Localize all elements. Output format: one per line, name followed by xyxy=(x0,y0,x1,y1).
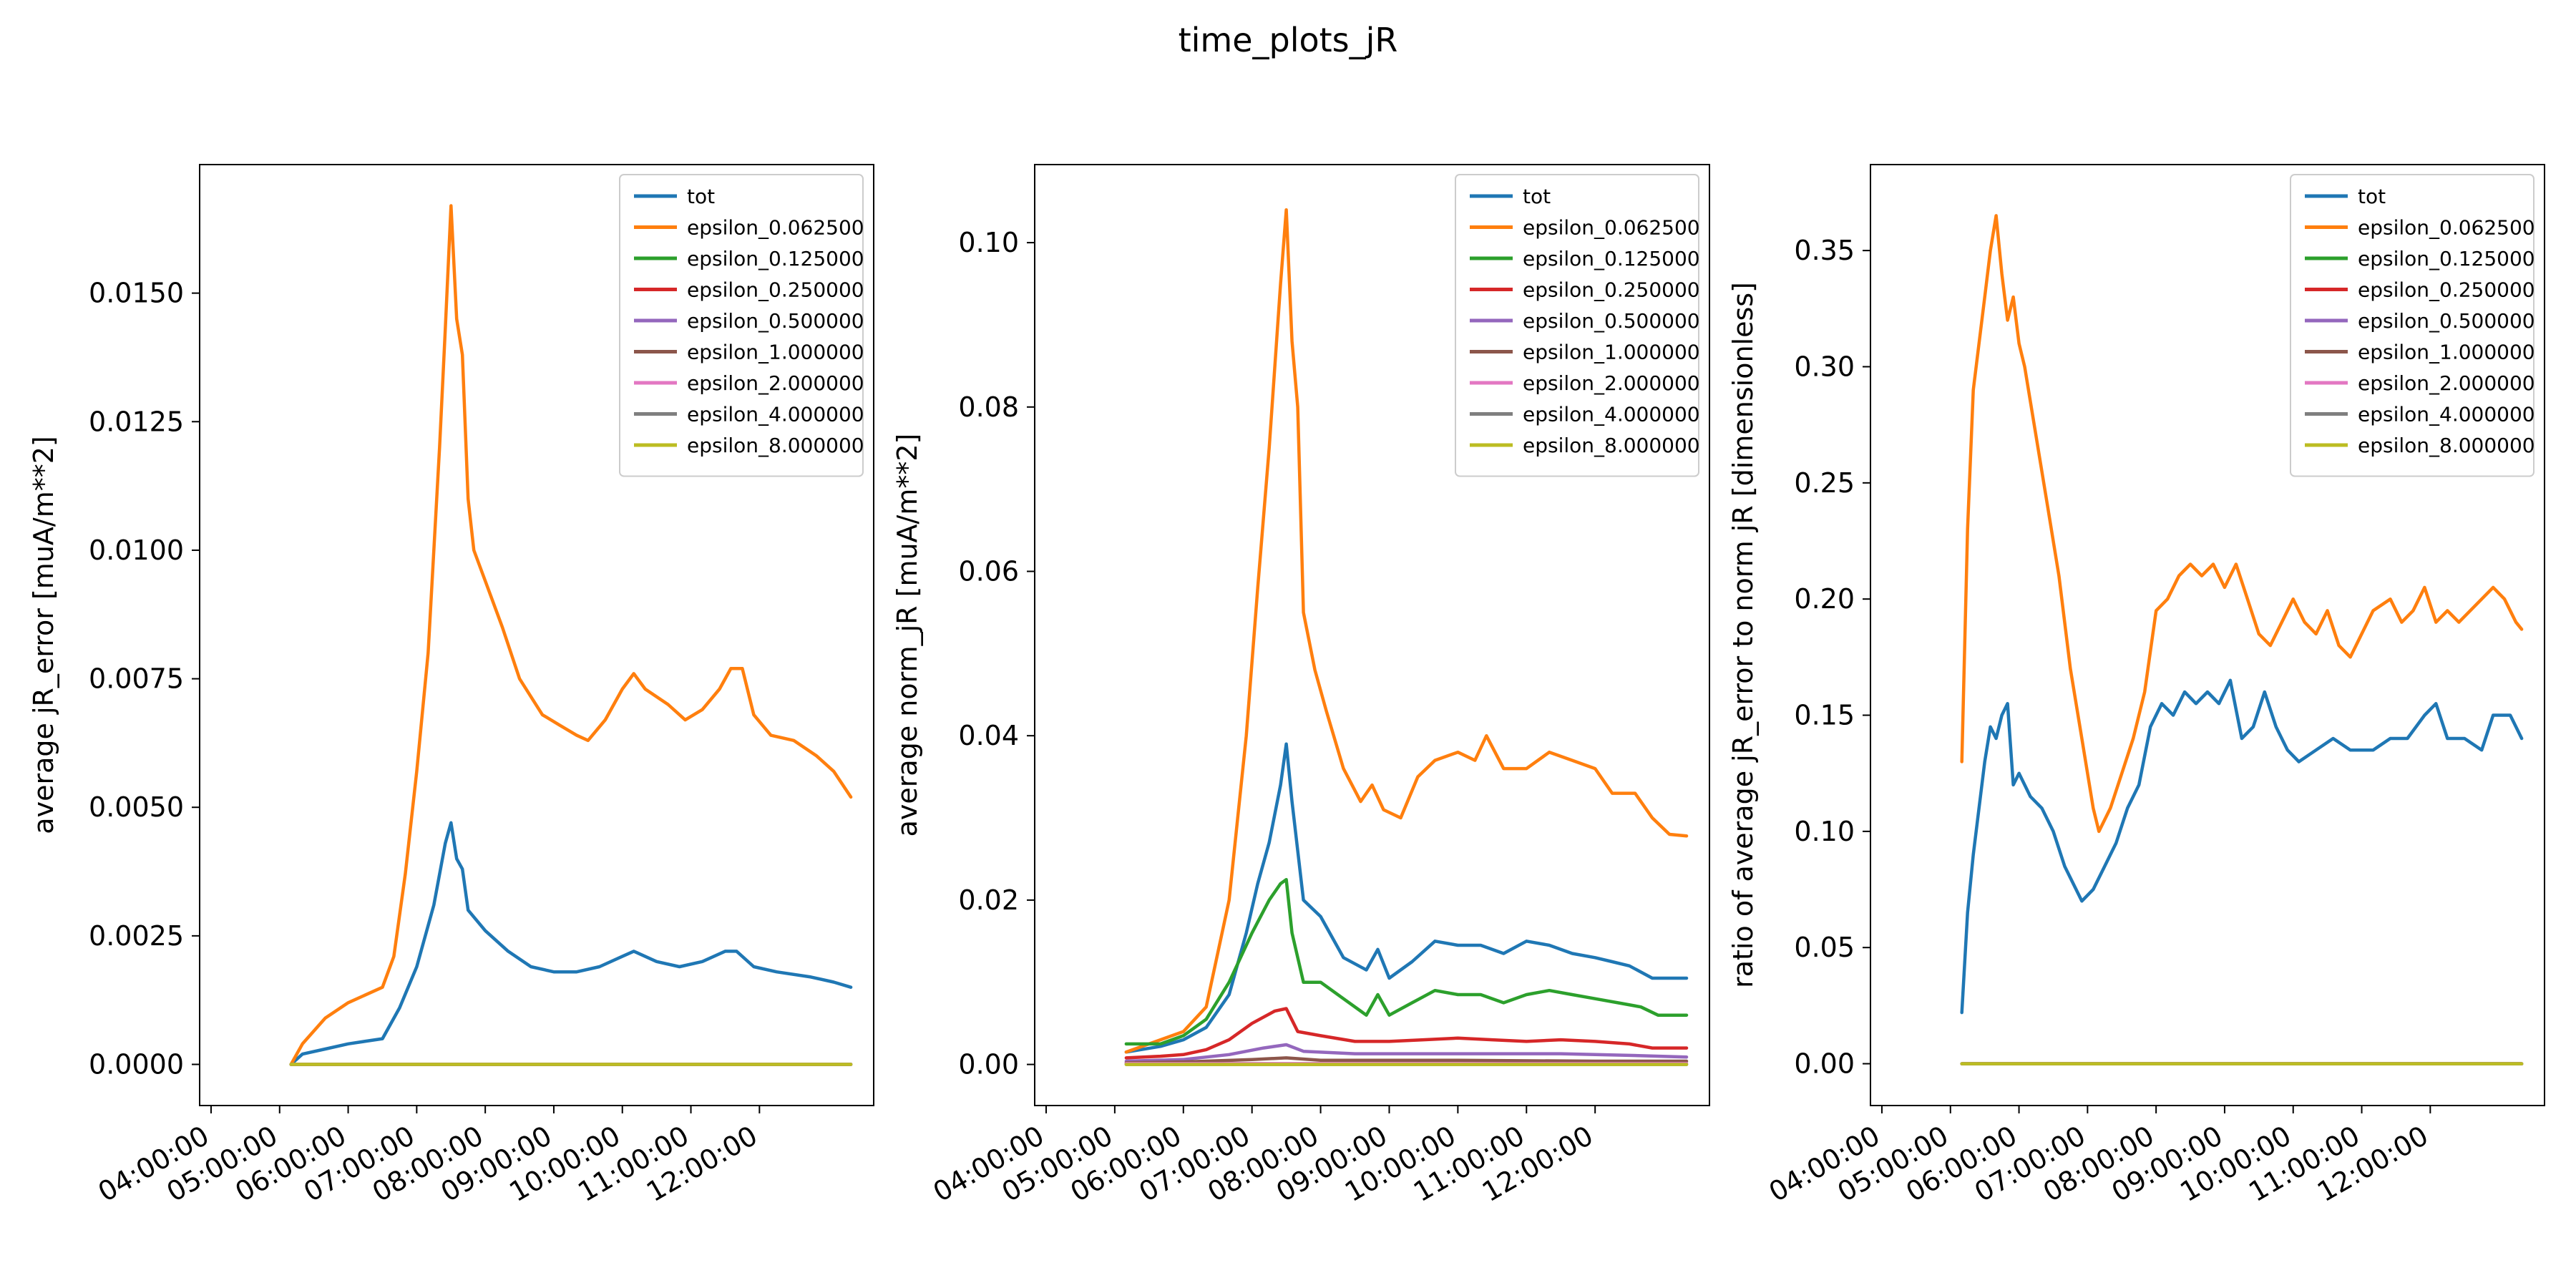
legend-label: epsilon_1.000000 xyxy=(1523,341,1700,364)
y-tick-label: 0.10 xyxy=(958,227,1019,258)
figure-title: time_plots_jR xyxy=(1179,21,1398,59)
series-line-tot xyxy=(1960,678,2524,1015)
y-tick-label: 0.0150 xyxy=(89,278,184,309)
plot-lines xyxy=(289,204,853,1066)
legend: tot epsilon_0.062500 epsilon_0.125000epsil… xyxy=(1455,174,1700,477)
legend: tot epsilon_0.062500 epsilon_0.125000epsil… xyxy=(619,174,864,477)
legend-label: epsilon_0.125000 xyxy=(687,247,864,270)
legend-label: epsilon_0.062500 xyxy=(687,216,864,240)
series-line-epsilon_0-062500 xyxy=(289,204,853,1066)
y-tick-label: 0.0100 xyxy=(89,535,184,566)
legend-label: epsilon_0.062500 xyxy=(1523,216,1700,240)
series-line-epsilon_1-000000 xyxy=(1124,1056,1689,1065)
series-line-epsilon_0-062500 xyxy=(1960,214,2524,834)
y-tick-label: 0.30 xyxy=(1794,351,1855,382)
legend-label: epsilon_0.125000 xyxy=(1523,247,1700,270)
y-tick-label: 0.25 xyxy=(1794,467,1855,499)
series-line-epsilon_0-062500 xyxy=(1124,208,1689,1054)
legend-label: epsilon_4.000000 xyxy=(1523,403,1700,426)
legend-label: tot xyxy=(2358,185,2386,208)
legend-label: epsilon_0.125000 xyxy=(2358,247,2535,270)
legend-label: epsilon_4.000000 xyxy=(2358,403,2535,426)
y-axis-label: average norm_jR [muA/m**2] xyxy=(892,434,923,837)
axes-frame xyxy=(1870,164,2545,1106)
legend: tot epsilon_0.062500 epsilon_0.125000epsil… xyxy=(2290,174,2535,477)
legend-label: epsilon_1.000000 xyxy=(687,341,864,364)
legend-label: epsilon_8.000000 xyxy=(1523,434,1700,457)
subplot-2: 0.000.020.040.060.080.1004:00:0005:00:00… xyxy=(892,164,1710,1208)
y-tick-label: 0.20 xyxy=(1794,583,1855,615)
y-tick-label: 0.0125 xyxy=(89,406,184,437)
legend-label: epsilon_0.500000 xyxy=(2358,309,2535,333)
legend-label: epsilon_2.000000 xyxy=(687,371,864,395)
subplots: 0.0000 0.0025 0.0050 0.0075 0.0100 0.0125 0.01… xyxy=(28,164,2545,1208)
y-tick-label: 0.05 xyxy=(1794,932,1855,963)
legend-label: epsilon_4.000000 xyxy=(687,403,864,426)
legend-label: epsilon_0.250000 xyxy=(687,278,864,302)
y-tick-label: 0.00 xyxy=(958,1049,1019,1080)
legend-box xyxy=(619,174,864,477)
axes-frame xyxy=(1034,164,1710,1106)
legend-box xyxy=(2290,174,2534,477)
y-tick-label: 0.10 xyxy=(1794,816,1855,847)
y-tick-label: 0.0025 xyxy=(89,920,184,952)
y-axis-label: ratio of average jR_error to norm jR [di… xyxy=(1727,282,1759,988)
legend-label: epsilon_0.250000 xyxy=(2358,278,2535,302)
series-line-epsilon_0-250000 xyxy=(1124,1007,1689,1060)
y-tick-label: 0.0000 xyxy=(89,1049,184,1080)
legend-label: epsilon_2.000000 xyxy=(2358,371,2535,395)
legend-label: epsilon_1.000000 xyxy=(2358,341,2535,364)
y-tick-label: 0.04 xyxy=(958,720,1019,751)
y-axis-label: average jR_error [muA/m**2] xyxy=(28,436,59,834)
y-tick-label: 0.0050 xyxy=(89,791,184,823)
y-tick-label: 0.00 xyxy=(1794,1048,1855,1080)
series-line-epsilon_0-125000 xyxy=(1124,877,1689,1046)
legend-label: epsilon_0.062500 xyxy=(2358,216,2535,240)
legend-label: epsilon_8.000000 xyxy=(687,434,864,457)
subplot-1: 0.0000 0.0025 0.0050 0.0075 0.0100 0.0125 0.01… xyxy=(28,164,874,1208)
series-line-tot xyxy=(1124,742,1689,1054)
y-tick-label: 0.06 xyxy=(958,555,1019,587)
y-tick-label: 0.15 xyxy=(1794,700,1855,731)
y-tick-label: 0.0075 xyxy=(89,663,184,695)
legend-label: epsilon_2.000000 xyxy=(1523,371,1700,395)
subplot-3: 0.000.050.100.150.200.250.300.3504:00:00… xyxy=(1727,164,2545,1208)
series-line-epsilon_0-500000 xyxy=(1124,1043,1689,1063)
axes-frame xyxy=(199,164,874,1106)
plot-lines xyxy=(1124,208,1689,1066)
legend-label: tot xyxy=(687,185,715,208)
legend-label: tot xyxy=(1523,185,1551,208)
y-tick-label: 0.02 xyxy=(958,884,1019,916)
legend-label: epsilon_0.250000 xyxy=(1523,278,1700,302)
plot-lines xyxy=(1960,214,2524,1065)
legend-label: epsilon_8.000000 xyxy=(2358,434,2535,457)
legend-label: epsilon_0.500000 xyxy=(1523,309,1700,333)
legend-label: epsilon_0.500000 xyxy=(687,309,864,333)
y-tick-label: 0.08 xyxy=(958,391,1019,423)
legend-box xyxy=(1455,174,1699,477)
series-line-tot xyxy=(289,821,853,1066)
y-tick-label: 0.35 xyxy=(1794,235,1855,266)
